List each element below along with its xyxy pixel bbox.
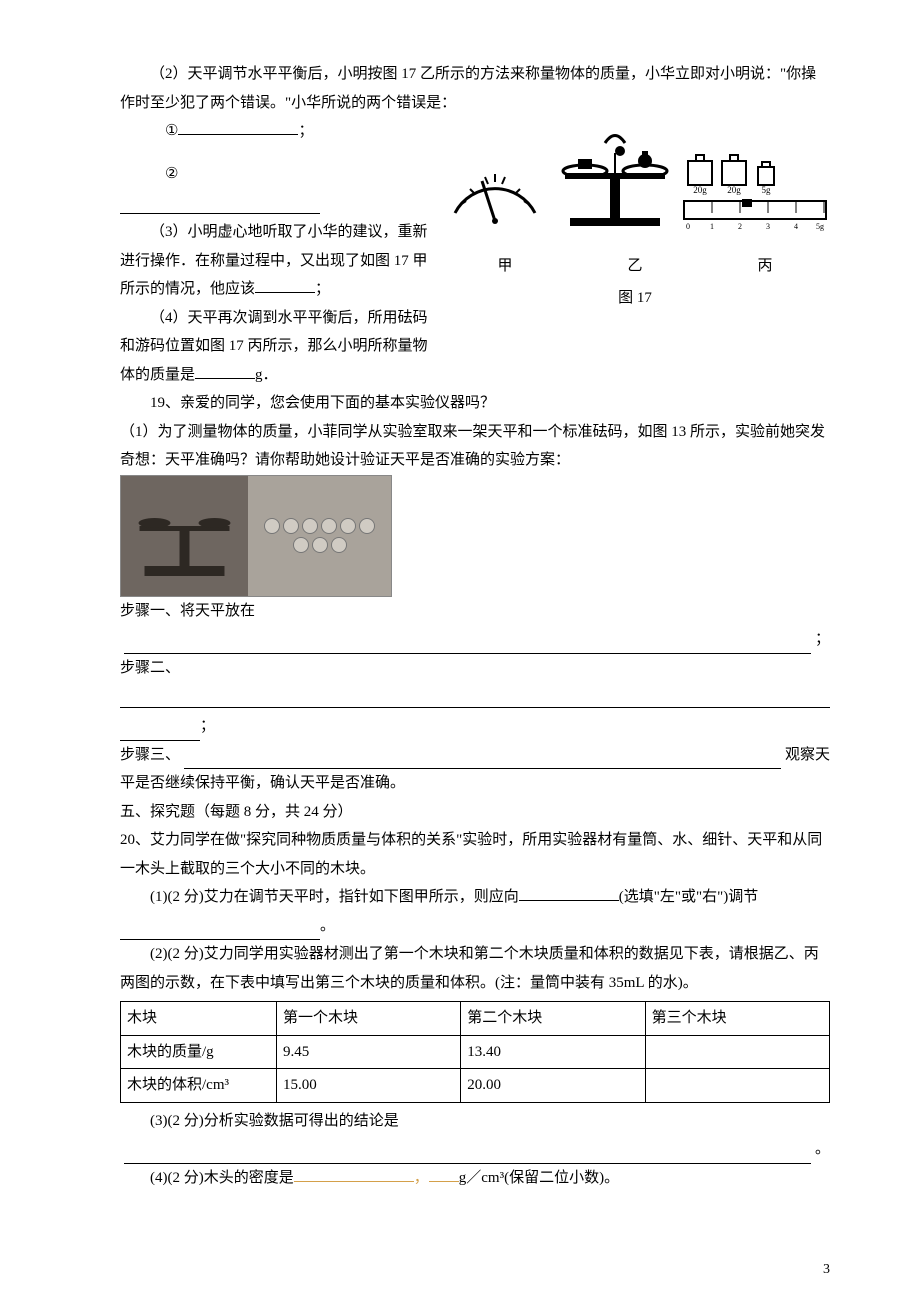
step3: 步骤三、 观察天 (120, 741, 830, 770)
q20-p1b: (选填"左"或"右")调节 (619, 889, 758, 905)
q3-text: （3）小明虚心地听取了小华的建议，重新进行操作．在称量过程中，又出现了如图 17… (120, 218, 428, 304)
w3: 5g (762, 185, 772, 195)
q20-p4: (4)(2 分)木头的密度是 ， g／cm³(保留二位小数)。 (120, 1164, 830, 1193)
w1: 20g (693, 185, 707, 195)
td: 13.40 (461, 1035, 645, 1069)
td (645, 1035, 829, 1069)
blank (178, 119, 298, 135)
q20-p1a: (1)(2 分)艾力在调节天平时，指针如下图甲所示，则应向 (150, 889, 519, 905)
blank (195, 363, 255, 379)
comma-orange: ， (414, 1170, 429, 1186)
fig13-photo (120, 475, 392, 597)
label-bing: 丙 (700, 252, 830, 281)
q20-p4b: g／cm³(保留二位小数)。 (459, 1170, 619, 1186)
blank (255, 277, 315, 293)
svg-text:2: 2 (738, 222, 742, 231)
step3-tail-start: 观察天 (785, 741, 830, 770)
balance-photo (121, 476, 248, 596)
svg-text:5g: 5g (816, 222, 824, 231)
td: 15.00 (276, 1069, 460, 1103)
q20-p1-line2: 。 (120, 912, 830, 941)
w2: 20g (727, 185, 741, 195)
fig17-jia (440, 143, 550, 244)
blank-orange (429, 1166, 459, 1182)
label-yi: 乙 (570, 252, 700, 281)
svg-text:0: 0 (686, 222, 690, 231)
label-jia: 甲 (440, 252, 570, 281)
q3-b: ； (315, 281, 330, 297)
table-row: 木块的质量/g 9.45 13.40 (121, 1035, 830, 1069)
q19-title: 19、亲爱的同学，您会使用下面的基本实验仪器吗？ (120, 389, 830, 418)
section5-title: 五、探究题（每题 8 分，共 24 分） (120, 798, 830, 827)
blank-line (120, 192, 320, 214)
figure-17: 20g 20g 5g (440, 117, 830, 313)
blank-orange (294, 1166, 414, 1182)
step1-line: ； (120, 625, 830, 654)
data-table: 木块 第一个木块 第二个木块 第三个木块 木块的质量/g 9.45 13.40 … (120, 1001, 830, 1103)
table-row: 木块的体积/cm³ 15.00 20.00 (121, 1069, 830, 1103)
svg-text:4: 4 (794, 222, 798, 231)
weights-ruler-icon: 20g 20g 5g (680, 143, 830, 233)
q2-intro: （2）天平调节水平平衡后，小明按图 17 乙所示的方法来称量物体的质量，小华立即… (120, 60, 830, 117)
q2-blank2-label: ② (120, 160, 428, 189)
q20-p1c: 。 (320, 912, 335, 941)
q20-p4a: (4)(2 分)木头的密度是 (150, 1170, 294, 1186)
step1-label: 步骤一、将天平放在 (120, 597, 830, 626)
fig17-caption: 图 17 (440, 284, 830, 313)
fig17-yi (550, 123, 680, 244)
td: 木块的体积/cm³ (121, 1069, 277, 1103)
step2-line (120, 686, 830, 708)
svg-text:3: 3 (766, 222, 770, 231)
th: 木块 (121, 1002, 277, 1036)
q20-p3: (3)(2 分)分析实验数据可得出的结论是 (120, 1107, 830, 1136)
step3-tail: 平是否继续保持平衡，确认天平是否准确。 (120, 769, 830, 798)
th: 第一个木块 (276, 1002, 460, 1036)
q20-p2: (2)(2 分)艾力同学用实验器材测出了第一个木块和第二个木块质量和体积的数据见… (120, 940, 830, 997)
th: 第二个木块 (461, 1002, 645, 1036)
q20-p3-tail: 。 (815, 1135, 830, 1164)
td: 20.00 (461, 1069, 645, 1103)
q19-p1: （1）为了测量物体的质量，小菲同学从实验室取来一架天平和一个标准砝码，如图 13… (120, 418, 830, 475)
circle-1: ① (165, 123, 178, 139)
td (645, 1069, 829, 1103)
q20-p1: (1)(2 分)艾力在调节天平时，指针如下图甲所示，则应向 (选填"左"或"右")… (120, 883, 830, 912)
step2-label: 步骤二、 (120, 654, 830, 683)
th: 第三个木块 (645, 1002, 829, 1036)
svg-text:1: 1 (710, 222, 714, 231)
q4-b: g． (255, 367, 278, 383)
step2-tail: ； (120, 712, 830, 741)
gauge-icon (440, 143, 550, 233)
circle-2: ② (165, 166, 178, 182)
step3-label: 步骤三、 (120, 741, 180, 770)
td: 木块的质量/g (121, 1035, 277, 1069)
q20-p3-line: 。 (120, 1135, 830, 1164)
weights-photo (248, 476, 391, 596)
step2-semi: ； (200, 712, 215, 741)
q2-blank1: ①； (120, 117, 428, 146)
q20-intro: 20、艾力同学在做"探究同种物质质量与体积的关系"实验时，所用实验器材有量筒、水… (120, 826, 830, 883)
q4-text: （4）天平再次调到水平平衡后，所用砝码和游码位置如图 17 丙所示，那么小明所称… (120, 304, 428, 390)
table-row: 木块 第一个木块 第二个木块 第三个木块 (121, 1002, 830, 1036)
page-number: 3 (823, 1257, 830, 1284)
blank (519, 885, 619, 901)
td: 9.45 (276, 1035, 460, 1069)
fig17-bing: 20g 20g 5g (680, 143, 830, 244)
balance-icon (550, 123, 680, 233)
